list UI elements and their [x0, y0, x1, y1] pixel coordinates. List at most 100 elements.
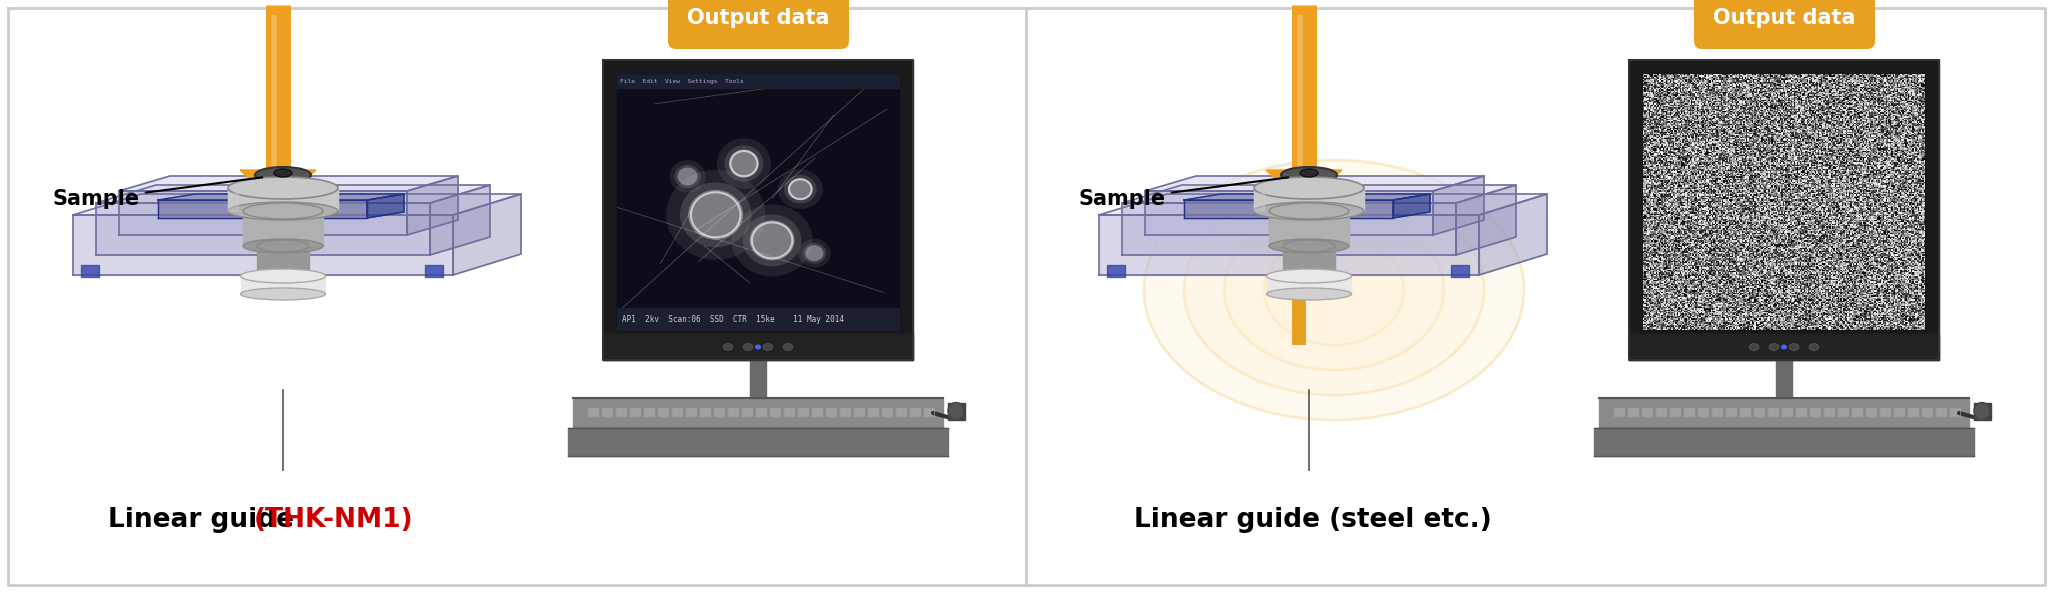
Ellipse shape	[675, 165, 700, 188]
Polygon shape	[1123, 185, 1515, 203]
Polygon shape	[119, 191, 406, 235]
Ellipse shape	[723, 343, 733, 350]
Ellipse shape	[1267, 288, 1351, 300]
Polygon shape	[784, 408, 795, 416]
Polygon shape	[429, 185, 491, 255]
Ellipse shape	[788, 178, 813, 200]
Ellipse shape	[1254, 177, 1363, 199]
Polygon shape	[1394, 194, 1431, 218]
Polygon shape	[602, 408, 612, 416]
Polygon shape	[1811, 408, 1821, 416]
Polygon shape	[119, 176, 458, 191]
Polygon shape	[1727, 408, 1737, 416]
Polygon shape	[1185, 194, 1431, 200]
Polygon shape	[80, 265, 99, 277]
Ellipse shape	[667, 170, 766, 260]
Polygon shape	[1975, 403, 1991, 420]
Polygon shape	[96, 203, 429, 255]
Polygon shape	[454, 194, 521, 275]
Polygon shape	[1267, 170, 1343, 205]
Ellipse shape	[764, 343, 774, 350]
Polygon shape	[618, 74, 899, 330]
Polygon shape	[1098, 194, 1548, 215]
Polygon shape	[1593, 428, 1975, 456]
Polygon shape	[1768, 408, 1778, 416]
Ellipse shape	[1144, 160, 1523, 420]
Polygon shape	[406, 176, 458, 235]
Text: Sample: Sample	[53, 177, 263, 209]
Polygon shape	[1881, 408, 1891, 416]
Polygon shape	[1866, 408, 1876, 416]
Polygon shape	[257, 246, 310, 276]
Polygon shape	[1107, 265, 1125, 277]
Polygon shape	[1146, 176, 1484, 191]
Polygon shape	[573, 398, 942, 428]
Ellipse shape	[1269, 203, 1349, 219]
Polygon shape	[425, 265, 443, 277]
Ellipse shape	[1749, 343, 1759, 350]
Polygon shape	[1698, 408, 1708, 416]
Ellipse shape	[1185, 185, 1484, 395]
Polygon shape	[158, 194, 404, 200]
Ellipse shape	[731, 205, 813, 276]
Ellipse shape	[1770, 343, 1780, 350]
Polygon shape	[1852, 408, 1862, 416]
Polygon shape	[840, 408, 850, 416]
Ellipse shape	[669, 160, 706, 193]
Text: AP1  2kv  Scan:06  SSD  CTR  15ke    11 May 2014: AP1 2kv Scan:06 SSD CTR 15ke 11 May 2014	[622, 314, 844, 324]
Ellipse shape	[1281, 167, 1337, 183]
Polygon shape	[1657, 408, 1665, 416]
Ellipse shape	[242, 239, 322, 253]
Ellipse shape	[725, 145, 764, 182]
Polygon shape	[74, 215, 454, 275]
Polygon shape	[587, 408, 597, 416]
Ellipse shape	[716, 138, 770, 189]
Polygon shape	[630, 408, 641, 416]
Ellipse shape	[273, 169, 292, 177]
Ellipse shape	[240, 288, 326, 300]
Polygon shape	[924, 408, 934, 416]
Ellipse shape	[1283, 271, 1334, 281]
Polygon shape	[1628, 334, 1938, 360]
Ellipse shape	[803, 243, 825, 264]
Polygon shape	[1796, 408, 1807, 416]
Ellipse shape	[257, 271, 310, 281]
Ellipse shape	[1809, 343, 1819, 350]
Ellipse shape	[799, 239, 831, 267]
Ellipse shape	[242, 203, 322, 219]
Polygon shape	[1907, 408, 1918, 416]
FancyBboxPatch shape	[667, 0, 850, 49]
Polygon shape	[714, 408, 725, 416]
Polygon shape	[1776, 360, 1792, 398]
Polygon shape	[686, 408, 696, 416]
Ellipse shape	[255, 167, 310, 183]
Polygon shape	[741, 408, 751, 416]
Polygon shape	[799, 408, 809, 416]
Polygon shape	[618, 74, 899, 88]
Polygon shape	[1254, 193, 1265, 211]
Polygon shape	[1782, 408, 1792, 416]
Polygon shape	[854, 408, 864, 416]
Polygon shape	[1683, 408, 1694, 416]
Text: Output data: Output data	[688, 8, 829, 28]
Text: Sample: Sample	[1080, 177, 1287, 209]
Ellipse shape	[729, 149, 760, 177]
Ellipse shape	[680, 182, 751, 247]
Polygon shape	[909, 408, 920, 416]
Polygon shape	[1753, 408, 1764, 416]
Polygon shape	[1289, 225, 1308, 280]
Polygon shape	[1642, 408, 1653, 416]
Polygon shape	[1098, 215, 1478, 275]
Polygon shape	[569, 428, 948, 456]
Polygon shape	[1269, 211, 1349, 246]
Polygon shape	[1823, 408, 1833, 416]
Ellipse shape	[749, 221, 795, 260]
Polygon shape	[825, 408, 836, 416]
Polygon shape	[1599, 398, 1969, 428]
Ellipse shape	[1782, 345, 1786, 349]
Polygon shape	[883, 408, 891, 416]
Polygon shape	[604, 334, 914, 360]
Polygon shape	[645, 408, 655, 416]
Ellipse shape	[1283, 240, 1334, 252]
Polygon shape	[1936, 408, 1946, 416]
